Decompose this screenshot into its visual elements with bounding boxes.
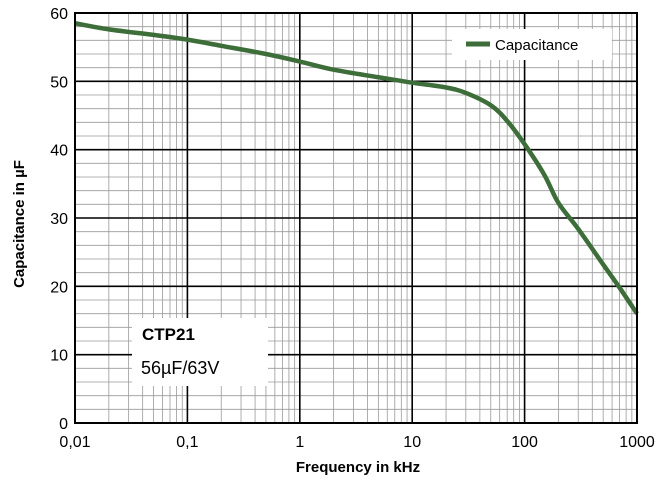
x-tick-label: 0,01 — [59, 434, 90, 451]
legend: Capacitance — [452, 29, 612, 60]
y-axis-title: Capacitance in µF — [11, 160, 28, 288]
tick-labels: 0,01 0,1 1 10 100 1000 0 10 20 30 40 50 60 — [50, 6, 655, 451]
y-tick-label: 40 — [50, 143, 68, 160]
plot-frame — [74, 12, 638, 424]
y-tick-label: 20 — [50, 279, 68, 296]
x-tick-label: 1000 — [619, 434, 655, 451]
x-tick-label: 10 — [403, 434, 421, 451]
series-layer — [74, 21, 639, 315]
x-axis-title: Frequency in kHz — [296, 459, 420, 476]
x-tick-label: 100 — [511, 434, 538, 451]
y-tick-label: 30 — [50, 211, 68, 228]
y-tick-label: 50 — [50, 74, 68, 91]
y-tick-label: 0 — [59, 416, 68, 433]
x-tick-label: 0,1 — [176, 434, 198, 451]
y-tick-label: 60 — [50, 6, 68, 23]
legend-label-capacitance: Capacitance — [495, 37, 578, 54]
series-line-capacitance — [74, 21, 639, 315]
y-tick-label: 10 — [50, 348, 68, 365]
annotation-background — [132, 318, 268, 386]
x-tick-label: 1 — [295, 434, 304, 451]
annotation-box: CTP21 56µF/63V — [132, 318, 268, 386]
annotation-title: CTP21 — [142, 325, 195, 344]
annotation-subtitle: 56µF/63V — [141, 358, 219, 378]
